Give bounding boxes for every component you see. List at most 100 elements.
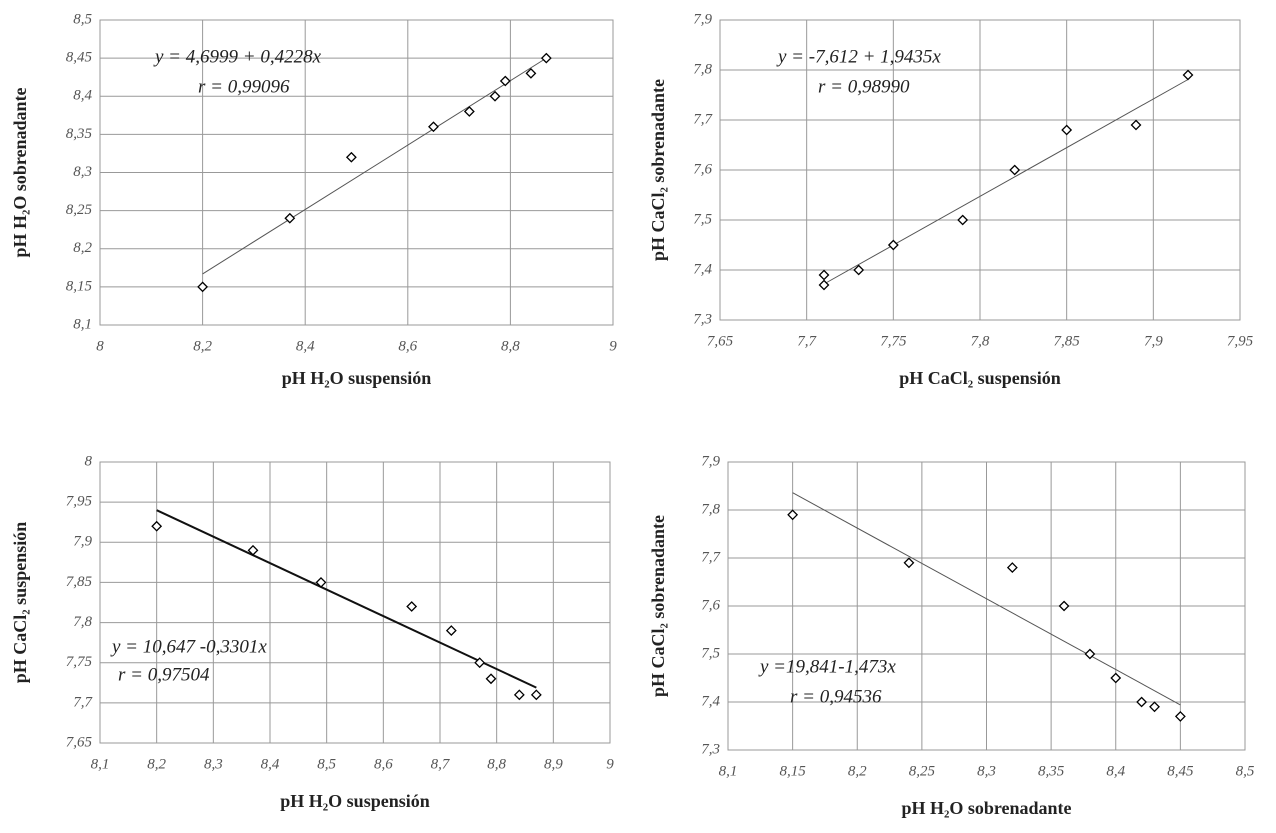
- point: [1136, 696, 1148, 708]
- x-tick-label: 8,8: [487, 756, 506, 772]
- point: [513, 689, 525, 701]
- y-tick-label: 7,4: [693, 261, 712, 277]
- y-tick-label: 8,4: [73, 88, 92, 104]
- y-tick-label: 8,45: [66, 50, 93, 66]
- y-tick-label: 7,6: [693, 161, 712, 177]
- trendline: [792, 492, 1181, 706]
- x-tick-label: 7,7: [797, 333, 817, 349]
- y-axis-label: pH H₂O sobrenadante: [10, 87, 30, 257]
- x-tick-label: 7,85: [1054, 333, 1081, 349]
- y-tick-label: 8,3: [73, 164, 92, 180]
- y-tick-label: 7,75: [66, 654, 93, 670]
- trendline: [156, 509, 537, 689]
- x-tick-label: 8,15: [780, 763, 807, 779]
- x-tick-label: 7,75: [880, 333, 907, 349]
- point: [853, 264, 865, 276]
- point: [445, 625, 457, 637]
- y-tick-label: 7,65: [66, 734, 93, 750]
- x-tick-label: 8,5: [317, 756, 336, 772]
- x-tick-label: 8,1: [719, 763, 738, 779]
- point: [1174, 710, 1186, 722]
- x-axis-label: pH H₂O sobrenadante: [901, 798, 1071, 818]
- point: [474, 657, 486, 669]
- x-tick-label: 7,95: [1227, 333, 1254, 349]
- point: [1110, 672, 1122, 684]
- annotation: r = 0,99096: [198, 76, 290, 97]
- y-tick-label: 7,3: [701, 741, 720, 757]
- y-tick-label: 7,8: [73, 614, 92, 630]
- x-tick-label: 8,3: [204, 756, 223, 772]
- point: [818, 279, 830, 291]
- point: [247, 544, 259, 556]
- y-tick-label: 7,4: [701, 693, 720, 709]
- x-axis-label: pH H₂O suspensión: [280, 791, 429, 811]
- x-tick-label: 8,9: [544, 756, 563, 772]
- x-axis-label: pH CaCl₂ suspensión: [899, 368, 1060, 388]
- point: [1009, 164, 1021, 176]
- trendline: [823, 79, 1189, 285]
- x-tick-label: 8,2: [848, 763, 867, 779]
- y-tick-label: 7,7: [693, 111, 713, 127]
- point: [1084, 648, 1096, 660]
- point: [1058, 600, 1070, 612]
- annotation: r = 0,94536: [790, 686, 882, 707]
- x-tick-label: 8,8: [501, 338, 520, 354]
- y-tick-label: 7,7: [701, 549, 721, 565]
- point: [1006, 562, 1018, 574]
- y-tick-label: 7,9: [701, 453, 720, 469]
- y-tick-label: 8: [85, 453, 93, 469]
- x-tick-label: 8,4: [1106, 763, 1125, 779]
- point: [818, 269, 830, 281]
- point: [315, 577, 327, 588]
- point: [540, 52, 552, 64]
- point: [406, 601, 418, 612]
- x-tick-label: 7,65: [707, 333, 734, 349]
- point: [957, 214, 969, 226]
- y-tick-label: 7,9: [693, 11, 712, 27]
- y-tick-label: 7,5: [701, 645, 720, 661]
- point: [151, 520, 163, 532]
- point: [1061, 124, 1073, 136]
- point: [1130, 119, 1142, 131]
- x-tick-label: 7,9: [1144, 333, 1163, 349]
- y-axis-label: pH CaCl₂ sobrenadante: [648, 79, 668, 261]
- y-axis-label: pH CaCl₂ sobrenadante: [648, 515, 668, 697]
- y-tick-label: 8,35: [66, 126, 93, 142]
- point: [1182, 69, 1194, 81]
- x-tick-label: 8,2: [147, 756, 166, 772]
- point: [428, 121, 439, 133]
- x-tick-label: 8,25: [909, 763, 936, 779]
- point: [903, 557, 915, 569]
- y-axis-label: pH CaCl₂ suspensión: [10, 522, 30, 683]
- x-tick-label: 8,3: [977, 763, 996, 779]
- y-tick-label: 8,2: [73, 240, 92, 256]
- x-tick-label: 8,45: [1167, 763, 1194, 779]
- point: [284, 212, 296, 224]
- point: [787, 509, 799, 521]
- x-tick-label: 8,6: [374, 756, 393, 772]
- y-tick-label: 8,15: [66, 278, 93, 294]
- x-tick-label: 8,35: [1038, 763, 1065, 779]
- point: [197, 281, 209, 293]
- y-tick-label: 7,85: [66, 574, 93, 590]
- annotation: y =19,841-1,473x: [758, 656, 896, 677]
- x-tick-label: 8,2: [193, 338, 212, 354]
- x-tick-label: 9: [606, 756, 614, 772]
- y-tick-label: 7,8: [693, 61, 712, 77]
- y-tick-label: 8,5: [73, 11, 92, 27]
- annotation: r = 0,98990: [818, 76, 910, 97]
- point: [345, 151, 357, 163]
- x-tick-label: 8: [96, 338, 104, 354]
- x-tick-label: 8,6: [398, 338, 417, 354]
- trendline: [202, 57, 547, 275]
- point: [887, 239, 899, 251]
- y-tick-label: 7,95: [66, 494, 93, 510]
- annotation: r = 0,97504: [118, 664, 210, 685]
- point: [499, 75, 511, 87]
- point: [485, 673, 497, 685]
- x-tick-label: 8,4: [296, 338, 315, 354]
- annotation: y = 10,647 -0,3301x: [110, 636, 267, 657]
- point: [530, 689, 542, 701]
- point: [463, 106, 475, 117]
